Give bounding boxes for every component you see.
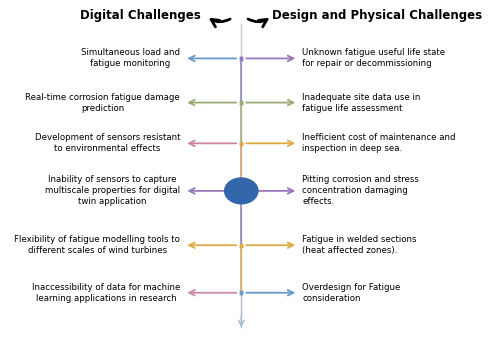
- Text: Digital Challenges: Digital Challenges: [80, 10, 201, 23]
- Text: Unknown fatigue useful life state
for repair or decommissioning: Unknown fatigue useful life state for re…: [302, 48, 446, 69]
- Text: Inefficient cost of maintenance and
inspection in deep sea.: Inefficient cost of maintenance and insp…: [302, 133, 456, 153]
- Text: Flexibility of fatigue modelling tools to
different scales of wind turbines: Flexibility of fatigue modelling tools t…: [14, 235, 180, 255]
- Text: Inaccessibility of data for machine
learning applications in research: Inaccessibility of data for machine lear…: [32, 283, 180, 303]
- Text: Pitting corrosion and stress
concentration damaging
effects.: Pitting corrosion and stress concentrati…: [302, 175, 420, 207]
- Text: Real-time corrosion fatigue damage
prediction: Real-time corrosion fatigue damage predi…: [26, 92, 180, 113]
- Text: Fatigue in welded sections
(heat affected zones).: Fatigue in welded sections (heat affecte…: [302, 235, 417, 255]
- Text: Overdesign for Fatigue
consideration: Overdesign for Fatigue consideration: [302, 283, 401, 303]
- Text: Simultaneous load and
fatigue monitoring: Simultaneous load and fatigue monitoring: [81, 48, 180, 69]
- Text: Inability of sensors to capture
multiscale properties for digital
twin applicati: Inability of sensors to capture multisca…: [45, 175, 180, 207]
- Text: Development of sensors resistant
to environmental effects: Development of sensors resistant to envi…: [34, 133, 180, 153]
- Circle shape: [224, 178, 258, 204]
- Text: Inadequate site data use in
fatigue life assessment: Inadequate site data use in fatigue life…: [302, 92, 421, 113]
- Text: Design and Physical Challenges: Design and Physical Challenges: [272, 10, 482, 23]
